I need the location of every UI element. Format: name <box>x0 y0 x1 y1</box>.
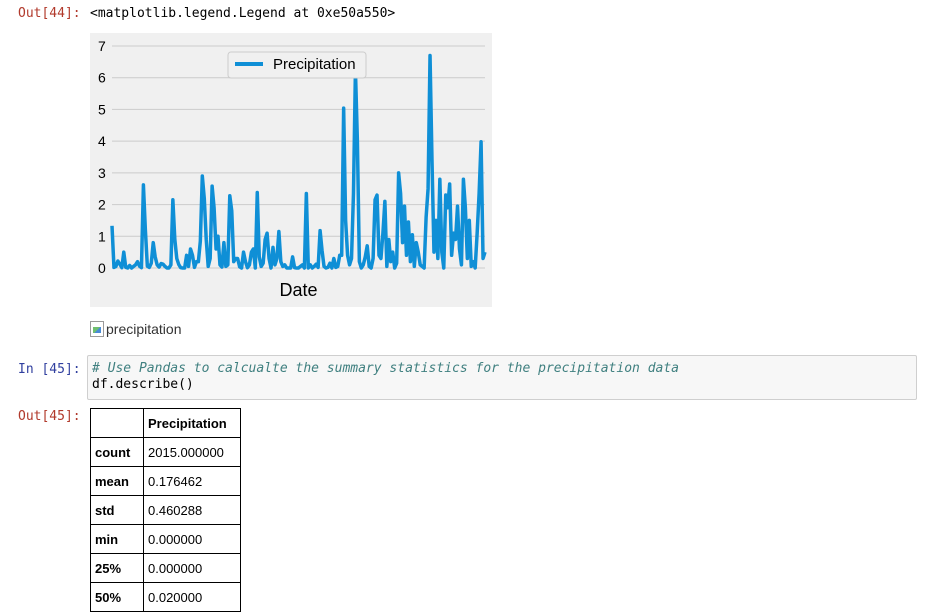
x-axis-label: Date <box>279 280 317 300</box>
y-tick-label: 2 <box>98 197 106 213</box>
table-cell-value: 0.020000 <box>143 582 241 612</box>
table-cell-value: 0.460288 <box>143 495 241 525</box>
table-row-label: count <box>90 437 144 467</box>
broken-image-icon <box>90 321 104 337</box>
table-row: 25% 0.000000 <box>90 553 241 583</box>
table-header-row: Precipitation <box>90 408 241 438</box>
y-tick-label: 4 <box>98 133 106 149</box>
table-cell-value: 0.000000 <box>143 553 241 583</box>
code-cell-45[interactable]: # Use Pandas to calcualte the summary st… <box>87 355 917 400</box>
table-cell-value: 0.000000 <box>143 524 241 554</box>
code-statement[interactable]: df.describe() <box>92 377 194 392</box>
table-column-header: Precipitation <box>143 408 241 438</box>
input-prompt-45: In [45]: <box>18 362 81 377</box>
precipitation-chart: 0 1 2 3 4 5 6 7 Date Precipitation <box>90 33 492 307</box>
chart-svg: 0 1 2 3 4 5 6 7 Date Precipitation <box>98 38 487 300</box>
table-row-label: std <box>90 495 144 525</box>
y-tick-label: 3 <box>98 165 106 181</box>
table-row-label: mean <box>90 466 144 496</box>
y-tick-label: 6 <box>98 70 106 86</box>
output-prompt-45: Out[45]: <box>18 409 81 424</box>
legend-box <box>227 51 367 79</box>
table-row-label: 25% <box>90 553 144 583</box>
y-tick-label: 0 <box>98 260 106 276</box>
broken-image-alt: precipitation <box>106 321 182 337</box>
table-row-label: 50% <box>90 582 144 612</box>
legend-label: Precipitation <box>273 56 356 73</box>
table-cell-value: 2015.000000 <box>143 437 241 467</box>
table-cell-value: 0.176462 <box>143 466 241 496</box>
table-row: std 0.460288 <box>90 495 241 525</box>
y-tick-label: 5 <box>98 101 106 117</box>
describe-table: Precipitation count 2015.000000 mean 0.1764… <box>90 408 241 612</box>
code-comment[interactable]: # Use Pandas to calcualte the summary st… <box>92 361 679 376</box>
output-text-44: <matplotlib.legend.Legend at 0xe50a550> <box>90 6 396 21</box>
table-row: 50% 0.020000 <box>90 582 241 612</box>
series-line-precipitation <box>110 53 487 270</box>
table-row: mean 0.176462 <box>90 466 241 496</box>
table-row-label: min <box>90 524 144 554</box>
broken-image: precipitation <box>90 321 182 337</box>
table-row: count 2015.000000 <box>90 437 241 467</box>
table-index-header <box>90 408 144 438</box>
table-row: min 0.000000 <box>90 524 241 554</box>
y-tick-label: 7 <box>98 38 106 54</box>
output-prompt-44: Out[44]: <box>18 6 81 21</box>
y-tick-label: 1 <box>98 228 106 244</box>
